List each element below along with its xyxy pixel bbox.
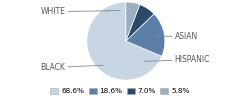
Legend: 68.6%, 18.6%, 7.0%, 5.8%: 68.6%, 18.6%, 7.0%, 5.8% <box>48 85 192 97</box>
Text: BLACK: BLACK <box>41 63 103 72</box>
Text: ASIAN: ASIAN <box>154 32 198 41</box>
Wedge shape <box>126 4 154 41</box>
Wedge shape <box>126 2 140 41</box>
Wedge shape <box>126 14 165 56</box>
Wedge shape <box>87 2 162 80</box>
Text: HISPANIC: HISPANIC <box>144 55 210 64</box>
Text: WHITE: WHITE <box>41 7 120 16</box>
